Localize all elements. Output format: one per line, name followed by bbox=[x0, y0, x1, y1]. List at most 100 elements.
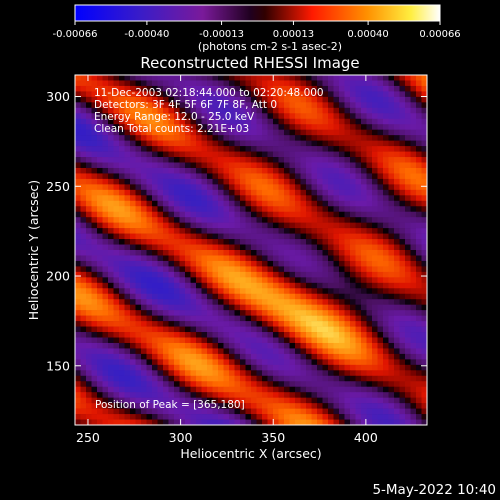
heatmap-pixel bbox=[190, 403, 197, 409]
heatmap-pixel bbox=[267, 321, 274, 327]
heatmap-pixel bbox=[300, 277, 307, 284]
heatmap-pixel bbox=[421, 85, 428, 92]
heatmap-pixel bbox=[207, 75, 213, 81]
heatmap-pixel bbox=[229, 304, 235, 311]
heatmap-pixel bbox=[344, 167, 351, 174]
heatmap-pixel bbox=[377, 200, 384, 207]
heatmap-pixel bbox=[366, 337, 373, 344]
heatmap-pixel bbox=[157, 244, 164, 251]
heatmap-pixel bbox=[113, 315, 120, 322]
heatmap-pixel bbox=[366, 195, 373, 202]
heatmap-pixel bbox=[322, 195, 329, 202]
heatmap-pixel bbox=[399, 277, 406, 284]
heatmap-pixel bbox=[119, 250, 125, 256]
heatmap-pixel bbox=[163, 397, 169, 404]
heatmap-pixel bbox=[108, 162, 114, 169]
heatmap-pixel bbox=[152, 255, 158, 262]
heatmap-pixel bbox=[75, 370, 81, 377]
heatmap-pixel bbox=[108, 146, 114, 152]
heatmap-pixel bbox=[394, 222, 400, 229]
heatmap-pixel bbox=[306, 403, 312, 409]
heatmap-pixel bbox=[190, 260, 197, 267]
heatmap-pixel bbox=[163, 375, 169, 382]
heatmap-pixel bbox=[240, 375, 246, 382]
heatmap-pixel bbox=[80, 228, 87, 234]
heatmap-pixel bbox=[212, 162, 219, 169]
heatmap-pixel bbox=[245, 282, 252, 289]
heatmap-pixel bbox=[124, 113, 131, 120]
heatmap-pixel bbox=[174, 217, 180, 223]
heatmap-pixel bbox=[113, 107, 120, 114]
heatmap-pixel bbox=[240, 85, 246, 92]
heatmap-pixel bbox=[80, 299, 87, 305]
heatmap-pixel bbox=[97, 255, 103, 262]
heatmap-pixel bbox=[278, 364, 285, 371]
heatmap-pixel bbox=[394, 113, 400, 120]
heatmap-pixel bbox=[240, 255, 246, 262]
heatmap-pixel bbox=[212, 140, 219, 147]
heatmap-pixel bbox=[185, 359, 191, 366]
heatmap-pixel bbox=[388, 370, 395, 377]
heatmap-pixel bbox=[163, 255, 169, 262]
heatmap-pixel bbox=[300, 266, 307, 273]
heatmap-pixel bbox=[355, 359, 362, 366]
heatmap-pixel bbox=[366, 260, 373, 267]
heatmap-pixel bbox=[179, 310, 186, 316]
heatmap-pixel bbox=[311, 113, 318, 120]
heatmap-pixel bbox=[207, 211, 213, 218]
heatmap-pixel bbox=[124, 118, 131, 125]
heatmap-pixel bbox=[223, 211, 230, 218]
heatmap-pixel bbox=[113, 157, 120, 163]
heatmap-pixel bbox=[328, 239, 334, 245]
heatmap-pixel bbox=[80, 107, 87, 114]
heatmap-pixel bbox=[218, 200, 224, 207]
heatmap-pixel bbox=[113, 337, 120, 344]
heatmap-pixel bbox=[410, 189, 417, 196]
heatmap-pixel bbox=[289, 271, 296, 278]
heatmap-pixel bbox=[284, 397, 290, 404]
heatmap-pixel bbox=[333, 277, 340, 284]
heatmap-pixel bbox=[394, 217, 400, 223]
heatmap-pixel bbox=[273, 370, 279, 377]
heatmap-pixel bbox=[135, 222, 142, 229]
heatmap-pixel bbox=[383, 304, 389, 311]
heatmap-pixel bbox=[190, 233, 197, 240]
heatmap-pixel bbox=[421, 375, 428, 382]
heatmap-pixel bbox=[168, 217, 175, 223]
heatmap-pixel bbox=[201, 293, 208, 300]
heatmap-pixel bbox=[333, 118, 340, 125]
heatmap-pixel bbox=[421, 178, 428, 185]
heatmap-pixel bbox=[223, 414, 230, 420]
heatmap-pixel bbox=[416, 167, 422, 174]
heatmap-pixel bbox=[185, 140, 191, 147]
heatmap-pixel bbox=[300, 310, 307, 316]
heatmap-pixel bbox=[168, 244, 175, 251]
heatmap-pixel bbox=[97, 375, 103, 382]
heatmap-pixel bbox=[388, 244, 395, 251]
heatmap-pixel bbox=[306, 250, 312, 256]
heatmap-pixel bbox=[130, 113, 136, 120]
heatmap-pixel bbox=[399, 321, 406, 327]
heatmap-pixel bbox=[229, 381, 235, 388]
heatmap-pixel bbox=[416, 315, 422, 322]
heatmap-pixel bbox=[97, 244, 103, 251]
heatmap-pixel bbox=[212, 266, 219, 273]
heatmap-pixel bbox=[267, 140, 274, 147]
heatmap-pixel bbox=[394, 337, 400, 344]
heatmap-pixel bbox=[361, 310, 367, 316]
heatmap-pixel bbox=[328, 118, 334, 125]
heatmap-pixel bbox=[146, 233, 153, 240]
heatmap-pixel bbox=[124, 315, 131, 322]
heatmap-pixel bbox=[273, 277, 279, 284]
heatmap-pixel bbox=[168, 157, 175, 163]
heatmap-pixel bbox=[157, 386, 164, 393]
heatmap-pixel bbox=[361, 167, 367, 174]
heatmap-pixel bbox=[163, 75, 169, 81]
heatmap-pixel bbox=[267, 271, 274, 278]
heatmap-pixel bbox=[377, 167, 384, 174]
heatmap-pixel bbox=[108, 359, 114, 366]
heatmap-pixel bbox=[377, 414, 384, 420]
heatmap-pixel bbox=[152, 342, 158, 349]
heatmap-pixel bbox=[295, 321, 301, 327]
heatmap-pixel bbox=[394, 299, 400, 305]
